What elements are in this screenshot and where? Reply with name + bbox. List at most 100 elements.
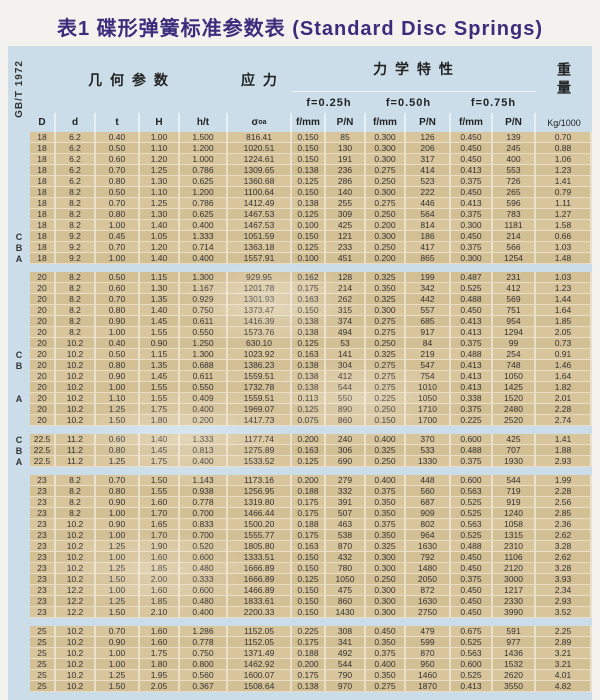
data-cell: 2.62: [536, 530, 592, 541]
data-cell: 23: [30, 607, 56, 618]
data-cell: 1466.44: [228, 508, 292, 519]
data-cell: 8.2: [56, 209, 96, 220]
data-cell: 10.2: [56, 338, 96, 349]
data-cell: 18: [30, 220, 56, 231]
data-cell: 10.2: [56, 574, 96, 585]
data-cell: 85: [326, 132, 366, 143]
data-cell: 18: [30, 165, 56, 176]
data-cell: 23: [30, 541, 56, 552]
data-cell: 0.625: [180, 209, 228, 220]
data-cell: 0.225: [366, 393, 406, 404]
data-cell: 317: [406, 154, 451, 165]
section-gap: [8, 467, 592, 475]
data-cell: 0.91: [536, 349, 592, 360]
data-cell: 2.89: [536, 637, 592, 648]
data-cell: 0.350: [366, 283, 406, 294]
data-cell: 0.750: [180, 648, 228, 659]
data-cell: 814: [406, 220, 451, 231]
data-cell: 492: [326, 648, 366, 659]
data-cell: 22.5: [30, 456, 56, 467]
data-cell: 1020.51: [228, 143, 292, 154]
data-cell: 0.325: [366, 294, 406, 305]
col-header-ht: h/t: [180, 113, 228, 132]
data-cell: 2.28: [536, 404, 592, 415]
data-cell: 726: [493, 176, 536, 187]
col-header-p1: P/N: [326, 113, 366, 132]
data-cell: 1106: [493, 552, 536, 563]
data-cell: 18: [30, 209, 56, 220]
data-cell: 25: [30, 637, 56, 648]
data-cell: 909: [406, 508, 451, 519]
series-label-cell: [8, 607, 30, 618]
data-cell: 1.58: [536, 220, 592, 231]
series-label-cell: [8, 165, 30, 176]
data-cell: 0.563: [451, 519, 493, 530]
data-cell: 6.2: [56, 176, 96, 187]
data-cell: 1.333: [180, 434, 228, 445]
data-cell: 23: [30, 519, 56, 530]
table-row: 18 8.2 1.00 1.40 0.400 1467.53 0.100 425 0.200 81…: [8, 220, 592, 231]
data-cell: 1732.78: [228, 382, 292, 393]
table-row: 23 10.2 0.90 1.65 0.833 1500.20 0.188 463 0.375 8…: [8, 519, 592, 530]
data-cell: 23: [30, 508, 56, 519]
data-cell: 1.10: [140, 187, 180, 198]
table-row: 23 12.2 1.50 2.10 0.400 2200.33 0.150 1430 0.300…: [8, 607, 592, 618]
data-cell: 1.60: [140, 637, 180, 648]
data-cell: 0.325: [366, 541, 406, 552]
data-cell: 707: [493, 445, 536, 456]
data-cell: 1.03: [536, 272, 592, 283]
data-cell: 872: [406, 585, 451, 596]
table-row: 18 6.2 0.70 1.25 0.786 1309.65 0.138 236 0.275 41…: [8, 165, 592, 176]
data-cell: 3.52: [536, 607, 592, 618]
data-cell: 1.60: [140, 626, 180, 637]
data-cell: 0.350: [366, 670, 406, 681]
data-cell: 2.85: [536, 508, 592, 519]
data-cell: 0.138: [292, 371, 326, 382]
data-cell: 1.10: [140, 143, 180, 154]
data-cell: 10.2: [56, 519, 96, 530]
data-cell: 564: [406, 209, 451, 220]
data-cell: 0.778: [180, 497, 228, 508]
data-cell: 0.700: [180, 508, 228, 519]
data-cell: 1.30: [140, 283, 180, 294]
table-row: C 20 10.2 0.50 1.15 1.300 1023.92 0.163 141 0.325…: [8, 349, 592, 360]
data-cell: 0.450: [451, 305, 493, 316]
data-cell: 0.375: [451, 574, 493, 585]
data-cell: 20: [30, 338, 56, 349]
table-row: 25 10.2 1.00 1.80 0.800 1462.92 0.200 544 0.400 9…: [8, 659, 592, 670]
data-cell: 596: [493, 198, 536, 209]
series-label-cell: [8, 294, 30, 305]
data-cell: 1.60: [140, 585, 180, 596]
data-cell: 18: [30, 253, 56, 264]
table-row: 23 8.2 0.70 1.50 1.143 1173.16 0.200 279 0.400 44…: [8, 475, 592, 486]
data-cell: 448: [406, 475, 451, 486]
data-cell: 1.00: [96, 382, 140, 393]
data-cell: 0.125: [292, 242, 326, 253]
table-row: A 22.5 11.2 1.25 1.75 0.400 1533.52 0.125 690 0.2…: [8, 456, 592, 467]
data-cell: 1.300: [180, 349, 228, 360]
data-cell: 0.200: [292, 475, 326, 486]
data-cell: 23: [30, 574, 56, 585]
data-cell: 1630: [406, 541, 451, 552]
data-cell: 1.40: [140, 253, 180, 264]
data-cell: 0.450: [451, 187, 493, 198]
data-cell: 425: [326, 220, 366, 231]
data-cell: 2.05: [536, 327, 592, 338]
data-cell: 0.90: [96, 637, 140, 648]
data-cell: 0.560: [180, 670, 228, 681]
data-cell: 1.20: [140, 242, 180, 253]
data-cell: 84: [406, 338, 451, 349]
data-cell: 446: [406, 198, 451, 209]
data-cell: 1315: [493, 530, 536, 541]
data-cell: 0.175: [292, 497, 326, 508]
data-cell: 1805.80: [228, 541, 292, 552]
data-cell: 0.480: [180, 563, 228, 574]
data-cell: 0.700: [180, 530, 228, 541]
data-cell: 1417.73: [228, 415, 292, 426]
data-cell: 1.10: [96, 393, 140, 404]
data-cell: 0.300: [366, 607, 406, 618]
data-cell: 1.00: [96, 508, 140, 519]
data-cell: 1.60: [140, 552, 180, 563]
header-geometry-group: 几 何 参 数: [88, 71, 170, 88]
data-cell: 0.300: [366, 596, 406, 607]
